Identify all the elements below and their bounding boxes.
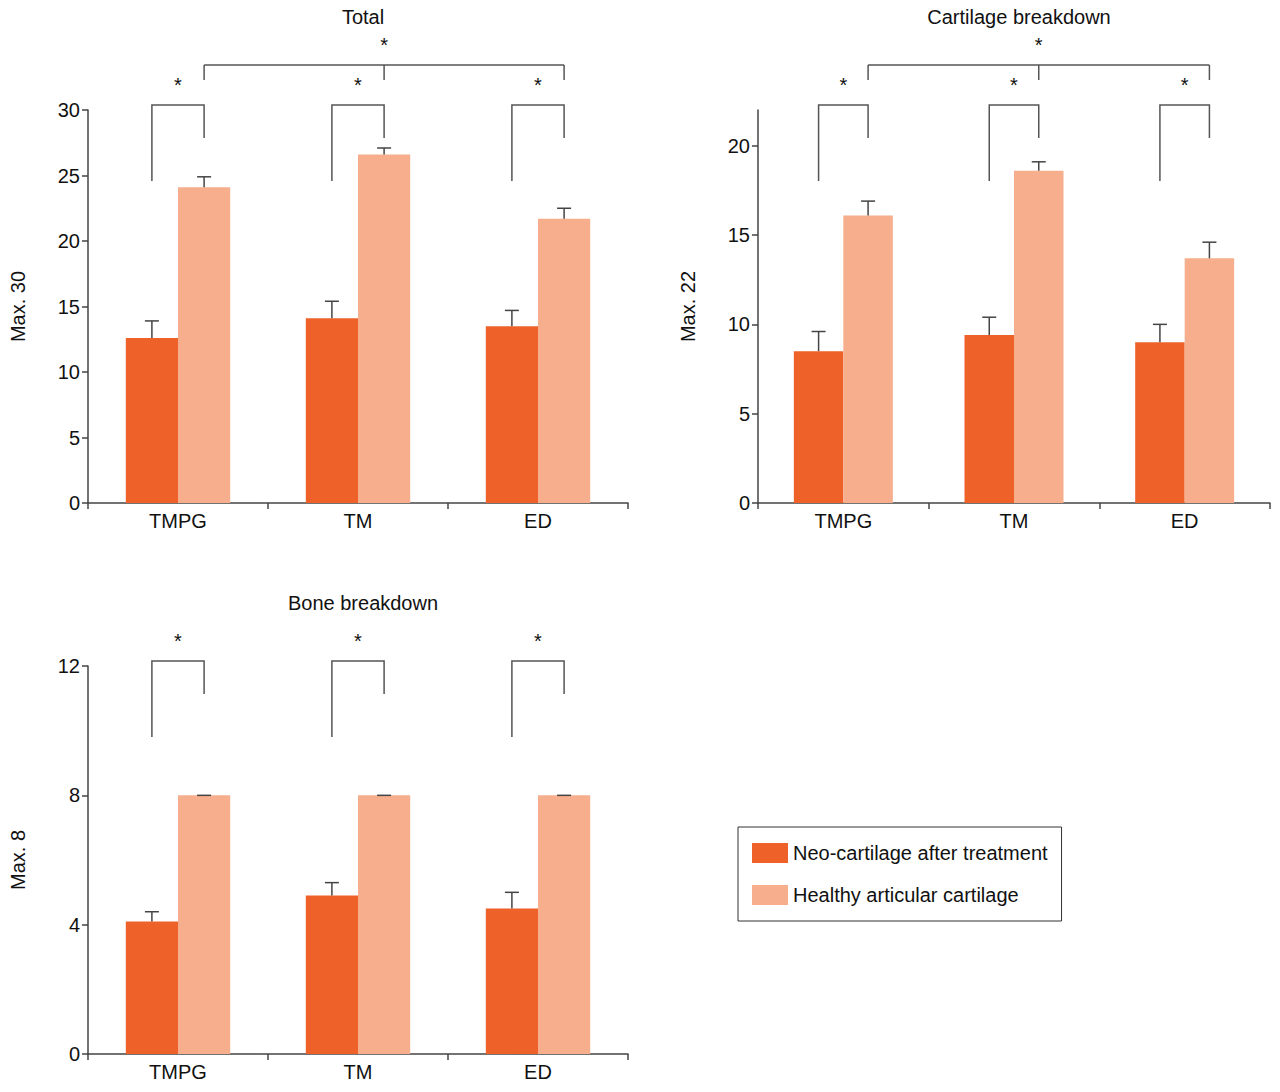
svg-text:TM: TM: [344, 510, 373, 532]
svg-text:Max. 22: Max. 22: [677, 271, 699, 342]
svg-text:10: 10: [728, 313, 750, 335]
svg-text:TMPG: TMPG: [149, 510, 207, 532]
svg-text:15: 15: [58, 296, 80, 318]
svg-text:8: 8: [69, 784, 80, 806]
svg-text:*: *: [534, 630, 542, 652]
svg-text:TMPG: TMPG: [149, 1061, 207, 1083]
svg-text:*: *: [1035, 34, 1043, 56]
svg-text:Healthy articular cartilage: Healthy articular cartilage: [793, 884, 1019, 906]
svg-text:4: 4: [69, 914, 80, 936]
svg-text:Max. 8: Max. 8: [7, 830, 29, 890]
svg-text:ED: ED: [524, 510, 552, 532]
svg-text:5: 5: [69, 427, 80, 449]
svg-text:TM: TM: [344, 1061, 373, 1083]
svg-text:Cartilage breakdown: Cartilage breakdown: [927, 6, 1110, 28]
svg-text:*: *: [354, 74, 362, 96]
svg-text:12: 12: [58, 655, 80, 677]
svg-text:30: 30: [58, 99, 80, 121]
svg-text:TMPG: TMPG: [814, 510, 872, 532]
svg-text:Max. 30: Max. 30: [7, 271, 29, 342]
svg-text:*: *: [534, 74, 542, 96]
svg-text:10: 10: [58, 361, 80, 383]
svg-text:0: 0: [739, 492, 750, 514]
svg-text:Neo-cartilage after treatment: Neo-cartilage after treatment: [793, 842, 1048, 864]
svg-text:0: 0: [69, 1043, 80, 1065]
svg-text:*: *: [1181, 74, 1189, 96]
svg-text:20: 20: [58, 230, 80, 252]
svg-text:*: *: [380, 34, 388, 56]
svg-text:25: 25: [58, 165, 80, 187]
svg-text:0: 0: [69, 492, 80, 514]
svg-text:15: 15: [728, 224, 750, 246]
svg-text:ED: ED: [524, 1061, 552, 1083]
svg-text:20: 20: [728, 135, 750, 157]
svg-text:ED: ED: [1171, 510, 1199, 532]
svg-text:*: *: [1010, 74, 1018, 96]
svg-text:*: *: [354, 630, 362, 652]
svg-text:*: *: [174, 630, 182, 652]
svg-text:*: *: [174, 74, 182, 96]
svg-text:5: 5: [739, 403, 750, 425]
svg-text:TM: TM: [1000, 510, 1029, 532]
svg-text:Bone breakdown: Bone breakdown: [288, 592, 438, 614]
svg-text:*: *: [839, 74, 847, 96]
svg-text:Total: Total: [342, 6, 384, 28]
